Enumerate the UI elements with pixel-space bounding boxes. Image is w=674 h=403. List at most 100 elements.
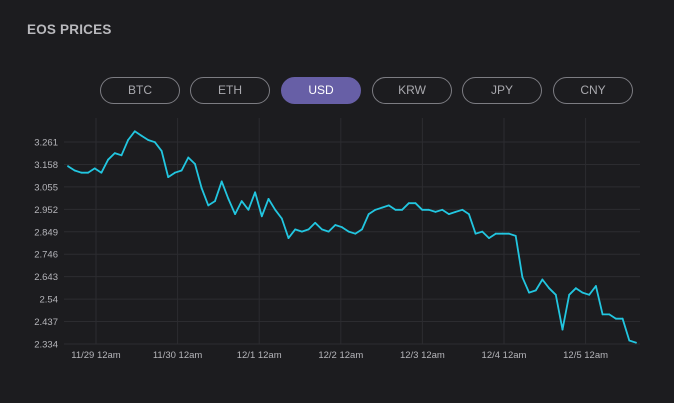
data-point <box>307 228 310 231</box>
data-point <box>448 213 450 216</box>
data-point <box>394 208 397 211</box>
data-point <box>454 211 457 213</box>
data-point <box>407 202 410 205</box>
x-tick-label: 12/5 12am <box>563 350 608 361</box>
tab-eth[interactable]: ETH <box>190 77 270 104</box>
data-point <box>608 313 611 316</box>
x-tick-label: 11/30 12am <box>153 350 203 361</box>
y-tick-label: 2.849 <box>34 227 58 238</box>
data-point <box>93 167 96 170</box>
x-tick-label: 12/2 12am <box>318 350 363 361</box>
data-point <box>113 152 116 155</box>
y-tick-label: 3.261 <box>34 138 58 149</box>
data-point <box>341 226 343 229</box>
y-tick-label: 3.055 <box>34 182 58 193</box>
data-point <box>274 208 277 211</box>
data-point <box>521 276 524 279</box>
data-point <box>628 339 631 342</box>
data-point <box>127 139 129 141</box>
data-point <box>601 313 604 316</box>
data-point <box>588 293 591 296</box>
data-point <box>67 165 69 168</box>
x-axis: 11/29 12am 11/30 12am 12/1 12am 12/2 12am 12… <box>71 350 608 361</box>
data-point <box>534 289 537 292</box>
data-points <box>67 130 637 344</box>
y-axis: 3.261 3.158 3.055 2.952 2.849 2.746 2.643 2.54 2… <box>34 138 58 351</box>
data-point <box>548 287 550 290</box>
data-point <box>280 217 283 220</box>
data-point <box>294 228 297 231</box>
y-tick-label: 2.746 <box>34 250 58 261</box>
data-point <box>374 208 377 211</box>
currency-tabs: BTC ETH USD KRW JPY CNY <box>100 77 634 104</box>
data-point <box>635 341 637 344</box>
data-point <box>568 293 571 296</box>
data-point <box>100 171 103 174</box>
data-point <box>194 163 196 165</box>
data-point <box>214 200 216 203</box>
y-tick-label: 2.437 <box>34 317 58 328</box>
x-tick-label: 12/1 12am <box>237 350 282 361</box>
data-point <box>461 208 464 211</box>
data-point <box>180 169 183 172</box>
tab-usd[interactable]: USD <box>281 77 361 104</box>
data-point <box>227 198 230 200</box>
data-point <box>554 293 557 296</box>
data-point <box>247 208 250 211</box>
data-point <box>87 171 89 174</box>
data-point <box>561 328 564 331</box>
data-point <box>327 230 330 233</box>
data-point <box>187 156 190 159</box>
data-point <box>514 235 517 237</box>
data-point <box>220 180 223 183</box>
data-point <box>347 230 350 233</box>
tab-jpy[interactable]: JPY <box>462 77 542 104</box>
y-tick-label: 2.54 <box>40 295 59 306</box>
data-point <box>434 211 437 213</box>
data-point <box>147 139 150 141</box>
data-point <box>488 237 490 240</box>
data-point <box>200 187 203 189</box>
data-point <box>615 317 617 320</box>
data-point <box>508 232 510 235</box>
data-point <box>334 224 337 226</box>
data-point <box>541 278 544 281</box>
tab-cny[interactable]: CNY <box>553 77 633 104</box>
price-line <box>67 130 637 344</box>
data-point <box>387 204 390 207</box>
data-point <box>354 232 357 235</box>
data-point <box>120 154 123 157</box>
data-point <box>287 237 290 240</box>
chart-grid <box>64 118 640 345</box>
y-tick-label: 2.643 <box>34 272 58 283</box>
data-point <box>367 213 370 216</box>
x-tick-label: 12/3 12am <box>400 350 445 361</box>
x-tick-label: 12/4 12am <box>482 350 527 361</box>
data-point <box>73 169 76 172</box>
tab-krw[interactable]: KRW <box>372 77 452 104</box>
data-point <box>575 287 577 290</box>
tab-btc[interactable]: BTC <box>100 77 180 104</box>
data-point <box>167 176 170 179</box>
data-point <box>501 232 504 235</box>
data-point <box>234 213 237 216</box>
data-point <box>260 215 263 218</box>
data-point <box>133 130 136 133</box>
data-point <box>474 232 477 235</box>
data-point <box>160 150 163 152</box>
data-point <box>321 228 323 231</box>
data-point <box>581 291 584 294</box>
data-point <box>267 198 270 200</box>
data-point <box>481 230 484 233</box>
data-point <box>80 171 83 174</box>
data-point <box>421 208 424 211</box>
data-point <box>381 206 383 209</box>
data-point <box>427 208 430 211</box>
data-point <box>414 202 417 205</box>
data-point <box>468 213 470 216</box>
data-point <box>154 141 156 144</box>
data-point <box>240 200 243 203</box>
data-point <box>207 204 210 207</box>
data-point <box>254 191 256 194</box>
